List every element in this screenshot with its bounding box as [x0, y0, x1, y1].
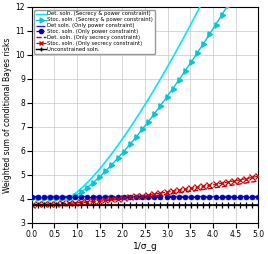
Stoc. soln. (Only secrecy constraint) — [173, 189, 176, 193]
X-axis label: 1/σ_g: 1/σ_g — [133, 242, 158, 250]
Det. soln. (Only secrecy constraint) — [173, 192, 176, 195]
Stoc. soln. (Secrecy & power constraint) — [194, 54, 197, 57]
Unconstrained soln. — [120, 203, 123, 206]
Det. soln. (Secrecy & power constraint) — [104, 160, 107, 163]
Det. soln. (Secrecy & power constraint) — [195, 12, 198, 15]
Unconstrained soln. — [194, 203, 197, 206]
Det. soln. (Only secrecy constraint) — [120, 198, 123, 201]
Unconstrained soln. — [195, 203, 198, 206]
Det. soln. (Only secrecy constraint) — [257, 179, 260, 182]
Det. soln. (Only secrecy constraint) — [194, 189, 197, 192]
Det. soln. (Secrecy & power constraint) — [57, 197, 61, 200]
Stoc. soln. (Only secrecy constraint) — [104, 198, 107, 201]
Det soln. (Only power constraint) — [120, 194, 123, 197]
Stoc. soln. (Only secrecy constraint) — [30, 203, 34, 206]
Det. soln. (Only secrecy constraint) — [30, 203, 34, 206]
Line: Stoc. soln. (Secrecy & power constraint): Stoc. soln. (Secrecy & power constraint) — [32, 0, 258, 198]
Unconstrained soln. — [104, 203, 107, 206]
Stoc. soln. (Secrecy & power constraint) — [30, 196, 34, 199]
Unconstrained soln. — [30, 203, 34, 206]
Det soln. (Only power constraint) — [30, 194, 34, 197]
Stoc. soln. (Only power constraint) — [194, 196, 197, 199]
Legend: Det. soln. (Secrecy & power constraint), Stoc. soln. (Secrecy & power constraint: Det. soln. (Secrecy & power constraint),… — [35, 10, 155, 54]
Stoc. soln. (Secrecy & power constraint) — [173, 85, 176, 88]
Det. soln. (Secrecy & power constraint) — [120, 139, 123, 142]
Stoc. soln. (Only power constraint) — [104, 196, 107, 199]
Det soln. (Only power constraint) — [57, 194, 61, 197]
Line: Stoc. soln. (Only secrecy constraint): Stoc. soln. (Only secrecy constraint) — [32, 176, 258, 204]
Unconstrained soln. — [57, 203, 61, 206]
Stoc. soln. (Only power constraint) — [195, 196, 198, 199]
Line: Det. soln. (Only secrecy constraint): Det. soln. (Only secrecy constraint) — [32, 181, 258, 204]
Unconstrained soln. — [257, 203, 260, 206]
Stoc. soln. (Only power constraint) — [57, 196, 61, 199]
Stoc. soln. (Secrecy & power constraint) — [104, 169, 107, 172]
Det. soln. (Only secrecy constraint) — [57, 202, 61, 205]
Unconstrained soln. — [173, 203, 176, 206]
Stoc. soln. (Only secrecy constraint) — [194, 186, 197, 189]
Stoc. soln. (Secrecy & power constraint) — [195, 53, 198, 56]
Y-axis label: Weighted sum of conditional Bayes risks: Weighted sum of conditional Bayes risks — [3, 37, 13, 193]
Det soln. (Only power constraint) — [173, 194, 176, 197]
Det. soln. (Secrecy & power constraint) — [194, 14, 197, 17]
Stoc. soln. (Secrecy & power constraint) — [120, 152, 123, 155]
Stoc. soln. (Only secrecy constraint) — [257, 175, 260, 178]
Stoc. soln. (Only secrecy constraint) — [195, 186, 198, 189]
Det. soln. (Secrecy & power constraint) — [173, 53, 176, 56]
Stoc. soln. (Only power constraint) — [257, 196, 260, 199]
Det. soln. (Only secrecy constraint) — [104, 199, 107, 202]
Stoc. soln. (Only secrecy constraint) — [57, 202, 61, 205]
Det soln. (Only power constraint) — [195, 194, 198, 197]
Line: Det. soln. (Secrecy & power constraint): Det. soln. (Secrecy & power constraint) — [32, 0, 258, 199]
Det soln. (Only power constraint) — [257, 194, 260, 197]
Det soln. (Only power constraint) — [104, 194, 107, 197]
Stoc. soln. (Secrecy & power constraint) — [57, 196, 61, 199]
Det. soln. (Secrecy & power constraint) — [30, 197, 34, 200]
Stoc. soln. (Only power constraint) — [173, 196, 176, 199]
Det. soln. (Only secrecy constraint) — [195, 189, 198, 192]
Stoc. soln. (Only secrecy constraint) — [120, 197, 123, 200]
Det soln. (Only power constraint) — [194, 194, 197, 197]
Stoc. soln. (Only power constraint) — [30, 196, 34, 199]
Stoc. soln. (Only power constraint) — [120, 196, 123, 199]
